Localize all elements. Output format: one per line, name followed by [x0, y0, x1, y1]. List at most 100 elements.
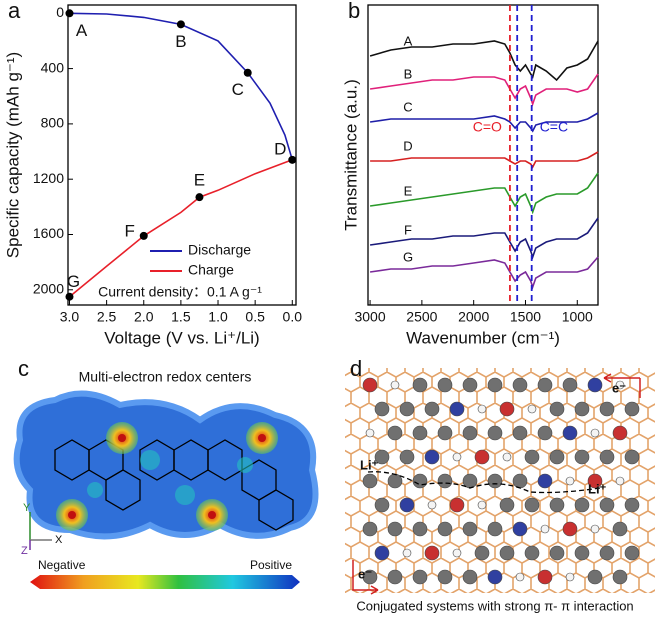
atom — [615, 380, 625, 390]
x-tick-label: 1000 — [562, 309, 593, 325]
atom — [537, 425, 553, 441]
atom — [399, 497, 415, 513]
atom — [412, 569, 428, 585]
atom — [612, 521, 628, 537]
point-label: D — [274, 139, 286, 158]
atom — [424, 545, 440, 561]
atom — [524, 545, 540, 561]
atom — [437, 377, 453, 393]
x-axis-title: Voltage (V vs. Li⁺/Li) — [104, 328, 259, 347]
x-tick-label: 2.5 — [97, 309, 117, 325]
atom — [487, 521, 503, 537]
atom — [499, 401, 515, 417]
data-point — [176, 20, 185, 29]
atom — [624, 545, 640, 561]
x-tick-label: 3000 — [354, 309, 385, 325]
atom — [449, 401, 465, 417]
panel-title: Multi-electron redox centers — [79, 369, 252, 385]
atom — [412, 377, 428, 393]
point-label: G — [67, 272, 80, 291]
atom — [512, 521, 528, 537]
atom — [512, 425, 528, 441]
atom — [524, 449, 540, 465]
atom — [549, 497, 565, 513]
data-point — [139, 231, 148, 240]
point-label: F — [125, 221, 135, 240]
y-axis-title: Transmittance (a.u.) — [341, 79, 360, 230]
x-tick-label: 3.0 — [60, 309, 80, 325]
atom — [362, 521, 378, 537]
atom — [612, 569, 628, 585]
atom — [399, 401, 415, 417]
atom — [387, 425, 403, 441]
y-tick-label: 1600 — [33, 225, 64, 241]
data-point — [195, 193, 204, 202]
x-tick-label: 1.0 — [208, 309, 228, 325]
atom — [599, 497, 615, 513]
y-tick-label: 2000 — [33, 280, 64, 296]
series-line — [369, 112, 599, 133]
scale-low-label: Negative — [38, 558, 86, 572]
atom — [437, 473, 453, 489]
atom — [512, 377, 528, 393]
point-label: B — [175, 32, 186, 51]
ion-label: Li⁺ — [588, 481, 607, 496]
atom — [462, 425, 478, 441]
series-label: E — [404, 183, 413, 198]
atom — [549, 401, 565, 417]
reference-label: C=C — [540, 119, 568, 135]
atom — [374, 545, 390, 561]
atom — [624, 401, 640, 417]
panel-letter: c — [18, 356, 29, 381]
series-line — [369, 40, 599, 82]
atom — [549, 545, 565, 561]
series-line — [69, 12, 294, 161]
series-line — [369, 172, 599, 215]
atom — [390, 380, 400, 390]
panel-letter: a — [8, 0, 21, 23]
electron-label: e⁻ — [358, 566, 372, 581]
panel-letter: d — [350, 356, 362, 381]
x-axis-title: Wavenumber (cm⁻¹) — [406, 328, 560, 347]
series-label: C — [403, 99, 412, 114]
atom — [590, 428, 600, 438]
atom — [565, 572, 575, 582]
legend-label: Charge — [188, 262, 234, 278]
atom — [537, 473, 553, 489]
scale-high-label: Positive — [250, 558, 292, 572]
atom — [615, 476, 625, 486]
y-tick-label: 400 — [41, 59, 65, 75]
atom — [502, 452, 512, 462]
x-tick-label: 2500 — [406, 309, 437, 325]
atom — [540, 524, 550, 534]
atom — [374, 497, 390, 513]
atom — [527, 404, 537, 414]
atom — [487, 569, 503, 585]
atom — [487, 425, 503, 441]
atom — [449, 497, 465, 513]
atom — [599, 545, 615, 561]
atom — [412, 425, 428, 441]
atom — [612, 425, 628, 441]
x-tick-label: 2.0 — [134, 309, 154, 325]
atom — [499, 497, 515, 513]
axis-y-label: Y — [23, 502, 31, 514]
y-tick-label: 800 — [41, 115, 65, 131]
axis-z-label: Z — [21, 545, 28, 557]
x-tick-label: 0.5 — [245, 309, 265, 325]
y-tick-label: 1200 — [33, 170, 64, 186]
atom — [412, 521, 428, 537]
atom — [587, 377, 603, 393]
series-line — [369, 256, 599, 290]
data-point — [65, 292, 74, 301]
reference-label: C=O — [473, 119, 502, 135]
series-label: A — [404, 33, 413, 48]
series-line — [68, 159, 293, 298]
atom — [587, 473, 603, 489]
atom — [362, 569, 378, 585]
y-tick-label: 0 — [56, 4, 64, 20]
atom — [599, 401, 615, 417]
atom — [477, 500, 487, 510]
annotation: Current density：0.1 A g⁻¹ — [98, 284, 262, 300]
atom — [452, 548, 462, 558]
